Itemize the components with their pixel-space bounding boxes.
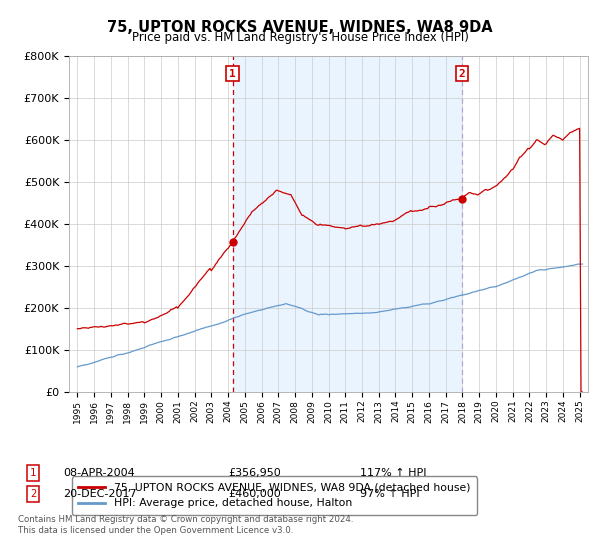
Text: 08-APR-2004: 08-APR-2004 [63, 468, 135, 478]
Bar [233, 56, 462, 392]
Text: Contains HM Land Registry data © Crown copyright and database right 2024.: Contains HM Land Registry data © Crown c… [18, 515, 353, 524]
Text: £356,950: £356,950 [228, 468, 281, 478]
Text: This data is licensed under the Open Government Licence v3.0.: This data is licensed under the Open Gov… [18, 526, 293, 535]
Text: £460,000: £460,000 [228, 489, 281, 499]
Text: 1: 1 [30, 468, 36, 478]
Text: 117% ↑ HPI: 117% ↑ HPI [360, 468, 427, 478]
Text: 75, UPTON ROCKS AVENUE, WIDNES, WA8 9DA: 75, UPTON ROCKS AVENUE, WIDNES, WA8 9DA [107, 20, 493, 35]
Text: 2: 2 [458, 69, 466, 78]
Text: 1: 1 [229, 69, 236, 78]
Text: 2: 2 [30, 489, 36, 499]
Text: Price paid vs. HM Land Registry's House Price Index (HPI): Price paid vs. HM Land Registry's House … [131, 31, 469, 44]
Legend: 75, UPTON ROCKS AVENUE, WIDNES, WA8 9DA (detached house), HPI: Average price, de: 75, UPTON ROCKS AVENUE, WIDNES, WA8 9DA … [72, 477, 477, 515]
Text: 20-DEC-2017: 20-DEC-2017 [63, 489, 137, 499]
Text: 97% ↑ HPI: 97% ↑ HPI [360, 489, 419, 499]
